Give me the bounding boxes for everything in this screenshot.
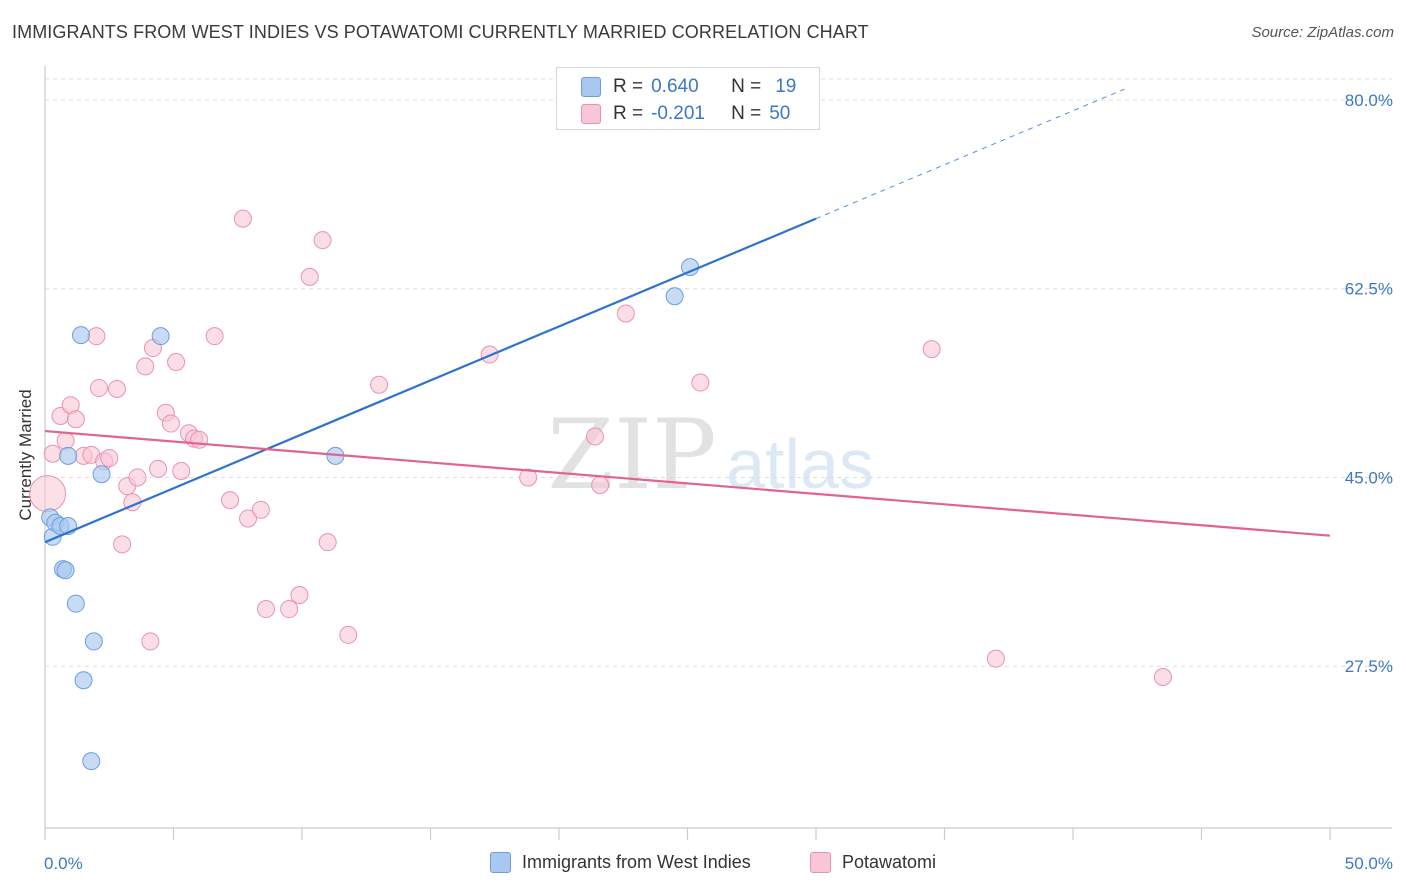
data-point-potawatomi — [100, 449, 119, 468]
legend-row-west-indies: R = 0.640 N = 19 — [581, 75, 796, 99]
data-point-potawatomi — [205, 327, 224, 346]
y-tick-label: 27.5% — [1345, 657, 1393, 676]
legend-n-label: N = — [731, 103, 762, 124]
data-point-potawatomi — [313, 231, 332, 250]
legend-r-value: 0.640 — [651, 76, 699, 97]
data-point-west-indies — [71, 326, 90, 345]
data-point-potawatomi — [257, 600, 276, 619]
data-point-potawatomi — [239, 509, 258, 528]
potawatomi-points — [29, 209, 1172, 686]
data-point-potawatomi — [87, 327, 106, 346]
data-point-potawatomi — [585, 427, 604, 446]
data-point-potawatomi — [280, 600, 299, 619]
data-point-potawatomi — [43, 444, 62, 463]
data-point-west-indies — [665, 287, 684, 306]
data-point-west-indies — [74, 671, 93, 690]
legend-swatch-pink — [581, 104, 601, 124]
data-point-potawatomi — [56, 431, 75, 450]
trendline-west-indies — [44, 217, 817, 544]
legend-n-value: 50 — [769, 103, 791, 124]
stats-legend: R = 0.640 N = 19 R = -0.201 N = 50 — [556, 67, 820, 130]
trendline-potawatomi — [44, 429, 1331, 537]
legend-swatch-blue — [490, 852, 511, 873]
data-point-potawatomi — [922, 340, 941, 359]
watermark-atlas: atlas — [726, 425, 874, 503]
legend-row-potawatomi: R = -0.201 N = 50 — [581, 102, 790, 126]
data-point-potawatomi — [172, 461, 191, 480]
gridlines — [45, 78, 1392, 667]
data-point-potawatomi — [141, 632, 160, 651]
data-point-west-indies — [66, 594, 85, 613]
legend-swatch-pink — [810, 852, 831, 873]
source-label: Source: ZipAtlas.com — [1251, 24, 1394, 41]
legend-item-west-indies[interactable]: Immigrants from West Indies — [490, 852, 751, 873]
data-point-potawatomi — [136, 357, 155, 376]
data-point-west-indies — [56, 561, 75, 580]
y-tick-label: 80.0% — [1345, 91, 1393, 110]
watermark-zip: ZIP — [547, 399, 716, 511]
x-tick-label: 0.0% — [44, 854, 83, 873]
trendline-west-indies-extension — [815, 88, 1125, 220]
data-point-potawatomi — [616, 304, 635, 323]
watermark: ZIP atlas — [547, 399, 874, 511]
data-point-potawatomi — [691, 373, 710, 392]
x-tick-label: 50.0% — [1345, 854, 1393, 873]
legend-r-label: R = — [613, 76, 644, 97]
west-indies-points — [41, 258, 700, 771]
data-point-potawatomi — [339, 625, 358, 644]
data-point-potawatomi — [290, 586, 309, 605]
legend-label-potawatomi: Potawatomi — [842, 852, 937, 872]
legend-n-label: N = — [731, 76, 762, 97]
data-point-west-indies — [59, 446, 78, 465]
data-point-potawatomi — [519, 468, 538, 487]
data-point-potawatomi — [29, 475, 67, 513]
legend-label-west-indies: Immigrants from West Indies — [522, 852, 751, 872]
data-point-west-indies — [151, 327, 170, 346]
legend-n-value: 19 — [775, 76, 797, 97]
data-point-potawatomi — [318, 533, 337, 552]
data-point-potawatomi — [591, 476, 610, 495]
data-point-potawatomi — [113, 535, 132, 554]
data-point-potawatomi — [986, 649, 1005, 668]
data-point-potawatomi — [221, 491, 240, 510]
data-point-potawatomi — [251, 500, 270, 519]
data-point-potawatomi — [1153, 668, 1172, 686]
data-point-west-indies — [92, 465, 111, 484]
series-legend: Immigrants from West Indies Potawatomi — [0, 852, 1406, 878]
axes — [44, 66, 1392, 840]
data-point-potawatomi — [161, 414, 180, 433]
data-point-potawatomi — [167, 353, 186, 372]
legend-swatch-blue — [581, 77, 601, 97]
data-point-potawatomi — [89, 378, 108, 397]
data-point-potawatomi — [107, 380, 126, 399]
tick-labels: 27.5% 45.0% 62.5% 80.0% 0.0% 50.0% — [44, 91, 1393, 873]
legend-item-potawatomi[interactable]: Potawatomi — [810, 852, 936, 873]
data-point-west-indies — [84, 632, 103, 651]
data-point-potawatomi — [128, 468, 147, 487]
data-point-potawatomi — [233, 209, 252, 228]
data-point-potawatomi — [300, 267, 319, 286]
data-point-potawatomi — [66, 410, 85, 429]
y-tick-label: 62.5% — [1345, 280, 1393, 299]
data-point-potawatomi — [190, 430, 209, 449]
chart-title: IMMIGRANTS FROM WEST INDIES VS POTAWATOM… — [12, 22, 869, 42]
trend-lines — [44, 88, 1331, 544]
data-point-potawatomi — [149, 459, 168, 478]
legend-r-label: R = — [613, 103, 644, 124]
legend-r-value: -0.201 — [651, 103, 705, 124]
y-tick-label: 45.0% — [1345, 468, 1393, 487]
data-point-potawatomi — [370, 375, 389, 394]
data-point-west-indies — [82, 752, 101, 771]
